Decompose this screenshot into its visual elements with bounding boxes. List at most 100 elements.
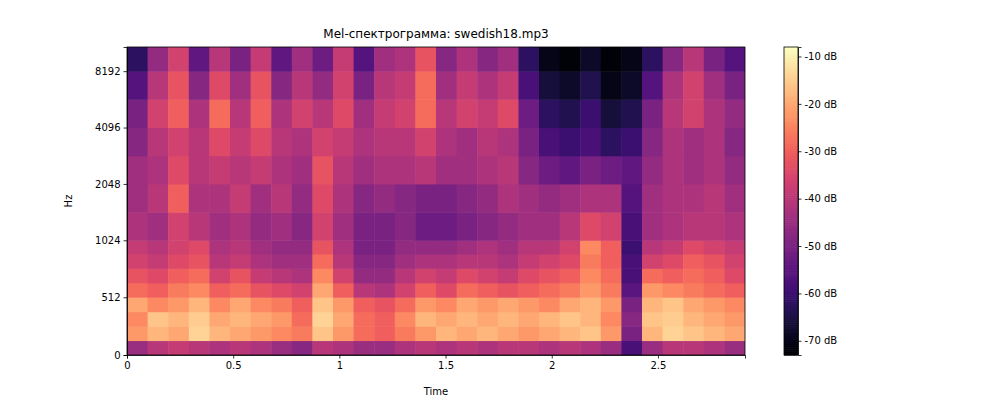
cell [271, 47, 292, 72]
cell [663, 283, 684, 298]
cell [663, 254, 684, 269]
cell [724, 326, 745, 341]
cell [395, 156, 416, 185]
cell [292, 240, 313, 254]
cell [395, 128, 416, 157]
cell [704, 283, 725, 298]
tick-mark [124, 297, 128, 298]
cell [621, 312, 642, 327]
cell [683, 212, 704, 241]
cell [395, 326, 416, 341]
cell [498, 128, 519, 157]
cell [560, 47, 581, 72]
cell [724, 99, 745, 128]
cell [168, 128, 189, 157]
cell [292, 297, 313, 312]
cell [457, 128, 478, 157]
cell [354, 212, 375, 241]
cell [436, 283, 457, 298]
cell [189, 254, 210, 269]
cell [663, 184, 684, 213]
cell [354, 326, 375, 341]
cell [621, 254, 642, 269]
cell [189, 156, 210, 185]
cell [312, 71, 333, 100]
cell [683, 47, 704, 72]
cell [312, 240, 333, 254]
cell [518, 326, 539, 341]
tick: 4096 [95, 122, 127, 133]
tick-mark [798, 56, 802, 57]
tick-mark [798, 293, 802, 294]
tick-mark [446, 355, 447, 359]
cell [601, 297, 622, 312]
cell [518, 156, 539, 185]
cell [601, 184, 622, 213]
cell [354, 297, 375, 312]
cell [209, 128, 230, 157]
tick-mark [798, 104, 802, 105]
cell [436, 71, 457, 100]
cell [498, 212, 519, 241]
cell [415, 240, 436, 254]
cell [663, 212, 684, 241]
cell [518, 212, 539, 241]
cell [580, 184, 601, 213]
cell [457, 71, 478, 100]
cell [251, 254, 272, 269]
cell [374, 212, 395, 241]
cell [189, 71, 210, 100]
cell [539, 326, 560, 341]
cell [580, 254, 601, 269]
cell [436, 254, 457, 269]
cell [168, 326, 189, 341]
title: Mel-спектрограмма: swedish18.mp3 [323, 27, 548, 41]
cell [642, 254, 663, 269]
cell [271, 341, 292, 355]
tick: 1.5 [438, 355, 454, 371]
cell [415, 254, 436, 269]
cell [498, 99, 519, 128]
cell [292, 99, 313, 128]
cell [621, 184, 642, 213]
cell [642, 312, 663, 327]
cell [518, 99, 539, 128]
cell [663, 297, 684, 312]
cell [395, 341, 416, 355]
cell [271, 326, 292, 341]
cell [168, 99, 189, 128]
cell [127, 71, 148, 100]
cell [724, 184, 745, 213]
cell [354, 240, 375, 254]
tick: 0.5 [226, 355, 242, 371]
cell [127, 156, 148, 185]
tick-mark [124, 240, 128, 241]
cell [230, 71, 251, 100]
cell [251, 47, 272, 72]
cell [477, 268, 498, 283]
cell [127, 312, 148, 327]
cell [333, 268, 354, 283]
cell [312, 283, 333, 298]
tick-label: -60 dB [805, 288, 838, 299]
cell [642, 326, 663, 341]
tick: -40 dB [798, 193, 837, 204]
cell [415, 341, 436, 355]
cell [457, 184, 478, 213]
cell [539, 254, 560, 269]
cell [354, 312, 375, 327]
cell [436, 268, 457, 283]
cell [251, 99, 272, 128]
cell [601, 326, 622, 341]
cell [457, 240, 478, 254]
cell [271, 312, 292, 327]
tick-mark [798, 341, 802, 342]
cell [498, 71, 519, 100]
cell [374, 254, 395, 269]
cell [168, 71, 189, 100]
chart: 00.511.522.505121024204840968192Mel-спек… [0, 0, 1000, 400]
cell [312, 184, 333, 213]
cell [560, 184, 581, 213]
cell [642, 297, 663, 312]
cell [724, 240, 745, 254]
